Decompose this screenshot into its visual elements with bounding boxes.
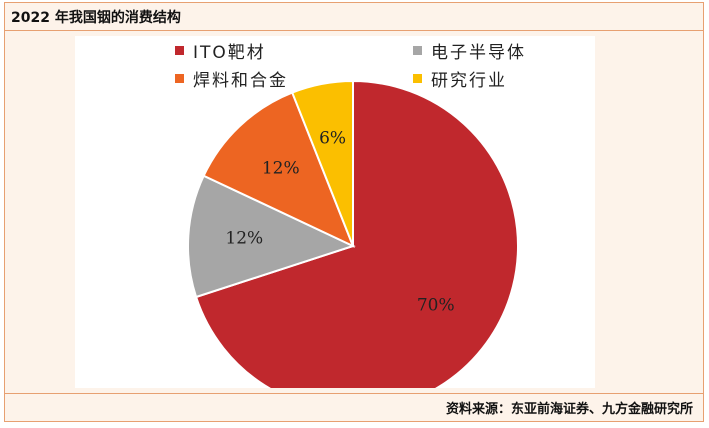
pie-slices — [187, 79, 519, 388]
pie-data-labels: 70% 12% 12% 6% — [225, 129, 454, 316]
legend-label-solder: 焊料和合金 — [193, 70, 288, 91]
pie-chart: 70% 12% 12% 6% — [187, 79, 519, 388]
legend-label-electronics: 电子半导体 — [431, 42, 526, 63]
pie-slice-research — [290, 79, 354, 247]
data-label-ito: 70% — [417, 296, 455, 316]
legend-label-ito: ITO靶材 — [193, 42, 266, 63]
legend-label-research: 研究行业 — [431, 70, 507, 91]
title-bar: 2022 年我国铟的消费结构 — [5, 3, 703, 31]
legend-swatch-ito — [175, 45, 184, 55]
legend-swatch-electronics — [413, 45, 422, 55]
legend-item-research: 研究行业 — [413, 67, 507, 91]
chart-area: ITO靶材 电子半导体 焊料和合金 研究行业 70% 12% 12% 6% — [75, 36, 595, 388]
figure-frame: 2022 年我国铟的消费结构 ITO靶材 电子半导体 焊料和合金 研究行业 70… — [4, 2, 704, 422]
data-label-research: 6% — [319, 129, 346, 149]
legend-item-solder: 焊料和合金 — [175, 67, 288, 91]
pie-slice-ito — [194, 79, 519, 388]
source-bar: 资料来源：东亚前海证券、九方金融研究所 — [5, 393, 703, 421]
legend-item-ito: ITO靶材 — [175, 39, 266, 63]
figure-title: 2022 年我国铟的消费结构 — [11, 10, 181, 26]
data-label-solder: 12% — [262, 159, 300, 179]
data-label-electronics: 12% — [225, 229, 263, 249]
pie-slice-solder — [202, 91, 355, 248]
legend-item-electronics: 电子半导体 — [413, 39, 526, 63]
pie-slice-electronics — [187, 174, 356, 299]
source-note: 资料来源：东亚前海证券、九方金融研究所 — [445, 402, 693, 417]
legend-swatch-solder — [175, 73, 184, 83]
legend-swatch-research — [413, 73, 422, 83]
